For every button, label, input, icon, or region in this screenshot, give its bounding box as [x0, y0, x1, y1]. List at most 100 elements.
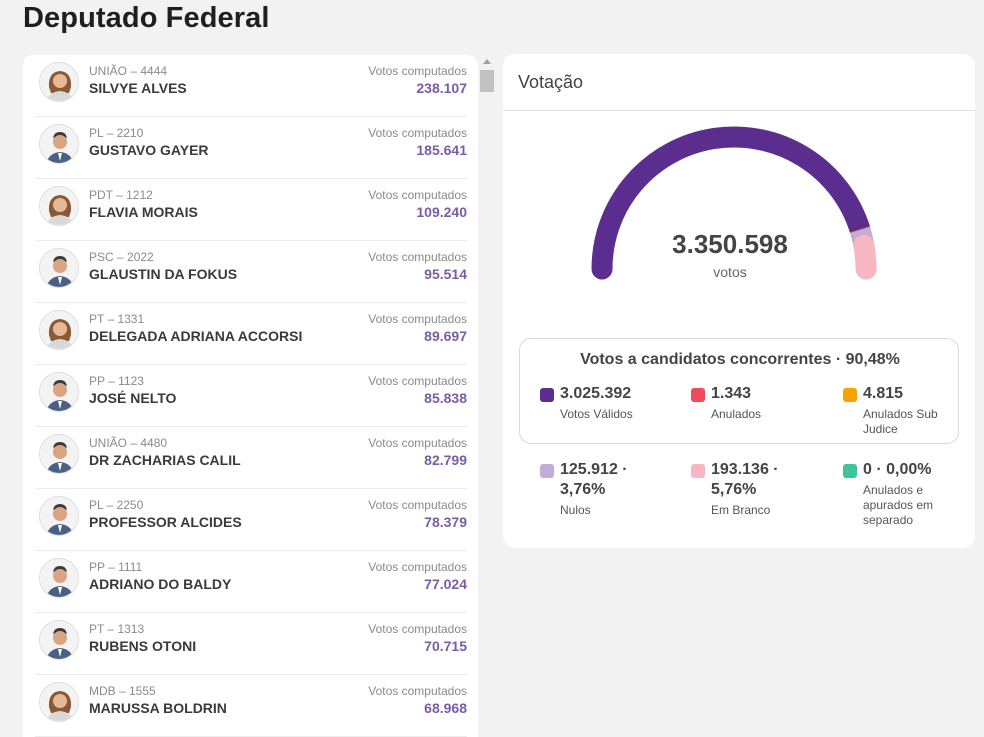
- candidate-party: PT – 1331: [89, 312, 145, 326]
- candidate-row[interactable]: MDB – 1555 MARUSSA BOLDRIN Votos computado…: [35, 675, 467, 737]
- candidate-party: PDT – 1212: [89, 188, 153, 202]
- legend-label: Votos Válidos: [560, 407, 633, 421]
- candidate-party: PP – 1123: [89, 374, 144, 388]
- candidate-row[interactable]: UNIÃO – 4444 SILVYE ALVES Votos computados…: [35, 55, 467, 117]
- candidate-party: PT – 1313: [89, 622, 145, 636]
- legend-value: 5,76%: [711, 481, 757, 498]
- vote-gauge: [591, 126, 877, 280]
- votes-label: Votos computados: [368, 498, 467, 512]
- legend-value: 3,76%: [560, 481, 606, 498]
- legend-label: Judice: [863, 422, 898, 436]
- gauge-segment-validos: [591, 126, 871, 280]
- candidate-name: SILVYE ALVES: [89, 80, 187, 96]
- legend-label: Anulados Sub: [863, 407, 938, 421]
- legend-swatch: [540, 464, 554, 478]
- legend-label: separado: [863, 513, 914, 527]
- votes-value: 95.514: [424, 266, 467, 282]
- candidate-row[interactable]: PSC – 2022 GLAUSTIN DA FOKUS Votos computa…: [35, 241, 467, 303]
- legend-swatch: [843, 388, 857, 402]
- legend-label: apurados em: [863, 498, 934, 512]
- card-divider: [503, 110, 975, 111]
- candidate-avatar: [39, 310, 79, 350]
- legend-swatch: [691, 464, 705, 478]
- votes-label: Votos computados: [368, 560, 467, 574]
- candidate-row[interactable]: PL – 2210 GUSTAVO GAYER Votos computados 18…: [35, 117, 467, 179]
- votes-value: 89.697: [424, 328, 467, 344]
- gauge-segment-branco: [853, 234, 877, 280]
- votes-value: 85.838: [424, 390, 467, 406]
- candidate-row[interactable]: PT – 1331 DELEGADA ADRIANA ACCORSI Votos c…: [35, 303, 467, 365]
- candidate-name: RUBENS OTONI: [89, 638, 197, 654]
- votes-value: 70.715: [424, 638, 467, 654]
- candidate-avatar: [39, 248, 79, 288]
- votes-label: Votos computados: [368, 436, 467, 450]
- concorrentes-box: Votos a candidatos concorrentes · 90,48%…: [519, 338, 959, 444]
- votes-label: Votos computados: [368, 250, 467, 264]
- page-title: Deputado Federal: [23, 2, 270, 34]
- legend-value: 193.136 ·: [711, 461, 779, 478]
- candidate-party: PP – 1111: [89, 560, 143, 574]
- candidate-avatar: [39, 124, 79, 164]
- gauge-total: 3.350.598: [672, 229, 788, 259]
- candidate-name: GLAUSTIN DA FOKUS: [89, 266, 238, 282]
- candidate-avatar: [39, 558, 79, 598]
- candidate-row[interactable]: PP – 1123 JOSÉ NELTO Votos computados 85.83…: [35, 365, 467, 427]
- candidate-name: FLAVIA MORAIS: [89, 204, 198, 220]
- votes-value: 77.024: [424, 576, 467, 592]
- concorrentes-title: Votos a candidatos concorrentes · 90,48%: [580, 351, 900, 368]
- candidate-avatar: [39, 62, 79, 102]
- candidate-row[interactable]: PL – 2250 PROFESSOR ALCIDES Votos computad…: [35, 489, 467, 551]
- list-scrollbar[interactable]: [480, 55, 494, 737]
- legend-swatch: [843, 464, 857, 478]
- candidate-party: MDB – 1555: [89, 684, 156, 698]
- votes-label: Votos computados: [368, 374, 467, 388]
- votes-label: Votos computados: [368, 64, 467, 78]
- candidate-avatar: [39, 620, 79, 660]
- votes-label: Votos computados: [368, 622, 467, 636]
- candidate-name: ADRIANO DO BALDY: [89, 576, 232, 592]
- votes-value: 78.379: [424, 514, 467, 530]
- candidate-list[interactable]: UNIÃO – 4444 SILVYE ALVES Votos computados…: [23, 55, 478, 737]
- candidate-row[interactable]: PT – 1313 RUBENS OTONI Votos computados 70.…: [35, 613, 467, 675]
- candidate-party: PL – 2210: [89, 126, 144, 140]
- legend-label: Anulados e: [863, 483, 924, 497]
- votes-label: Votos computados: [368, 188, 467, 202]
- legend-value: 125.912 ·: [560, 461, 628, 478]
- candidate-party: PL – 2250: [89, 498, 144, 512]
- votacao-card: Votação 3.350.598 votos Votos a candidat…: [503, 54, 975, 548]
- votes-value: 238.107: [416, 80, 467, 96]
- candidate-name: DELEGADA ADRIANA ACCORSI: [89, 328, 303, 344]
- candidate-party: UNIÃO – 4480: [89, 436, 168, 450]
- scroll-thumb[interactable]: [480, 70, 494, 92]
- candidate-name: PROFESSOR ALCIDES: [89, 514, 242, 530]
- votes-value: 82.799: [424, 452, 467, 468]
- candidate-row[interactable]: UNIÃO – 4480 DR ZACHARIAS CALIL Votos comp…: [35, 427, 467, 489]
- gauge-unit: votos: [713, 264, 747, 280]
- votes-label: Votos computados: [368, 126, 467, 140]
- legend-value: 3.025.392: [560, 385, 632, 402]
- scroll-up-icon[interactable]: [483, 59, 491, 64]
- candidate-avatar: [39, 682, 79, 722]
- candidate-avatar: [39, 372, 79, 412]
- candidate-row[interactable]: PDT – 1212 FLAVIA MORAIS Votos computados 1…: [35, 179, 467, 241]
- votes-label: Votos computados: [368, 684, 467, 698]
- legend-label: Anulados: [711, 407, 762, 421]
- candidate-avatar: [39, 434, 79, 474]
- candidate-name: JOSÉ NELTO: [89, 390, 177, 406]
- votes-value: 185.641: [416, 142, 467, 158]
- legend-label: Em Branco: [711, 503, 771, 517]
- card-title: Votação: [518, 72, 584, 92]
- votes-label: Votos computados: [368, 312, 467, 326]
- legend-swatch: [691, 388, 705, 402]
- candidate-name: DR ZACHARIAS CALIL: [89, 452, 241, 468]
- legend-value: 1.343: [711, 385, 752, 402]
- candidate-row[interactable]: PP – 1111 ADRIANO DO BALDY Votos computado…: [35, 551, 467, 613]
- candidate-party: UNIÃO – 4444: [89, 64, 168, 78]
- legend-label: Nulos: [560, 503, 591, 517]
- candidate-name: GUSTAVO GAYER: [89, 142, 209, 158]
- votes-value: 68.968: [424, 700, 467, 716]
- legend-value: 4.815: [863, 385, 904, 402]
- candidate-avatar: [39, 186, 79, 226]
- legend-swatch: [540, 388, 554, 402]
- candidate-avatar: [39, 496, 79, 536]
